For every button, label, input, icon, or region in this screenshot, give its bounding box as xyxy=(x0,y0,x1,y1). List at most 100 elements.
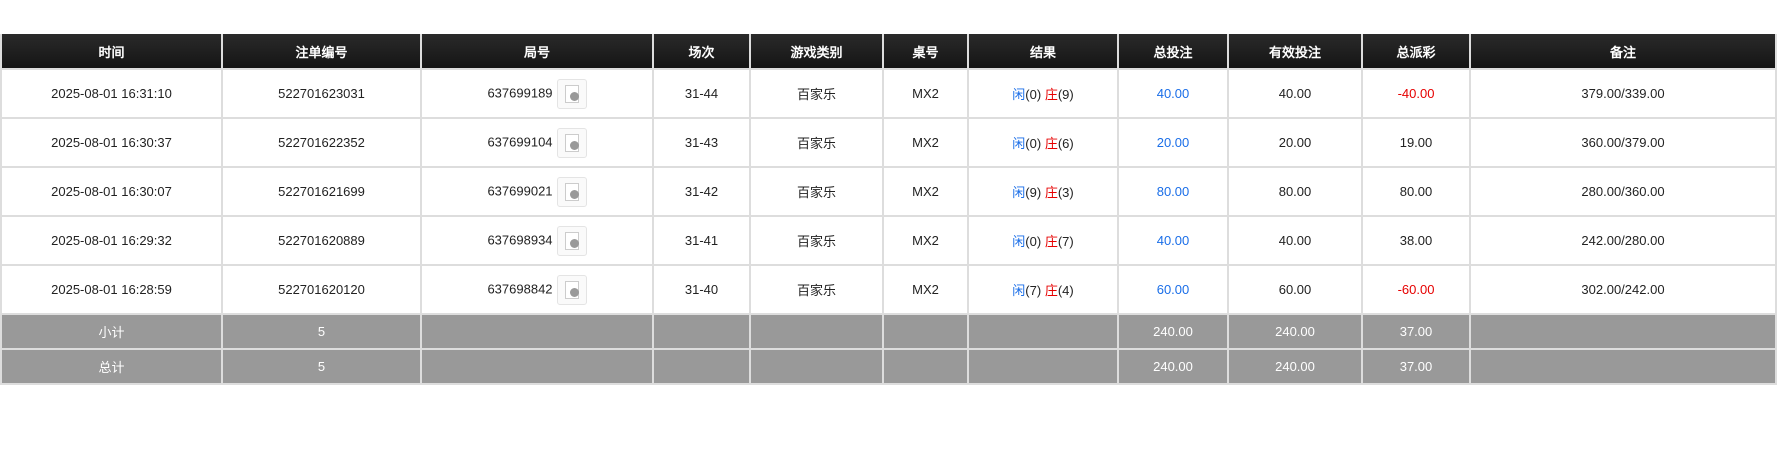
cell-result: 闲(0) 庄(6) xyxy=(967,117,1119,168)
cell-session: 31-40 xyxy=(652,264,751,315)
banker-points: (3) xyxy=(1057,185,1074,200)
summary-label: 总计 xyxy=(0,348,223,385)
column-header-session: 场次 xyxy=(652,34,751,70)
cell-table-no: MX2 xyxy=(882,215,969,266)
summary-payout: 37.00 xyxy=(1361,348,1471,385)
cell-total-bet: 40.00 xyxy=(1117,215,1229,266)
cell-game-type: 百家乐 xyxy=(749,166,884,217)
player-points: (0) xyxy=(1025,136,1042,151)
player-label: 闲 xyxy=(1012,87,1026,102)
cell-game-type: 百家乐 xyxy=(749,117,884,168)
player-points: (7) xyxy=(1025,283,1042,298)
cell-payout: -40.00 xyxy=(1361,68,1471,119)
cell-total-bet: 60.00 xyxy=(1117,264,1229,315)
summary-payout: 37.00 xyxy=(1361,313,1471,350)
video-file-icon[interactable] xyxy=(556,78,587,109)
cell-bet-id: 522701620120 xyxy=(221,264,422,315)
round-number: 637699189 xyxy=(487,84,553,100)
summary-valid-bet: 240.00 xyxy=(1227,348,1363,385)
table-row: 2025-08-01 16:31:10 522701623031 6376991… xyxy=(0,68,1777,119)
player-points: (0) xyxy=(1025,234,1042,249)
cell-payout: 38.00 xyxy=(1361,215,1471,266)
cell-valid-bet: 40.00 xyxy=(1227,215,1363,266)
summary-count: 5 xyxy=(221,313,422,350)
cell-note: 302.00/242.00 xyxy=(1469,264,1777,315)
cell-game-type: 百家乐 xyxy=(749,215,884,266)
cell-round: 637698934 xyxy=(420,215,654,266)
cell-payout: -60.00 xyxy=(1361,264,1471,315)
summary-total-bet: 240.00 xyxy=(1117,348,1229,385)
cell-bet-id: 522701621699 xyxy=(221,166,422,217)
column-header-result: 结果 xyxy=(967,34,1119,70)
banker-label: 庄 xyxy=(1044,185,1058,200)
cell-table-no: MX2 xyxy=(882,117,969,168)
cell-valid-bet: 40.00 xyxy=(1227,68,1363,119)
cell-bet-id: 522701620889 xyxy=(221,215,422,266)
header-row: 时间 注单编号 局号 场次 游戏类别 桌号 结果 总投注 有效投注 总派彩 备注 xyxy=(0,34,1777,70)
cell-table-no: MX2 xyxy=(882,264,969,315)
banker-points: (4) xyxy=(1057,283,1074,298)
banker-points: (9) xyxy=(1057,87,1074,102)
table-row: 2025-08-01 16:30:07 522701621699 6376990… xyxy=(0,166,1777,217)
summary-valid-bet: 240.00 xyxy=(1227,313,1363,350)
cell-result: 闲(0) 庄(7) xyxy=(967,215,1119,266)
cell-total-bet: 80.00 xyxy=(1117,166,1229,217)
cell-round: 637699104 xyxy=(420,117,654,168)
round-number: 637699021 xyxy=(487,182,553,198)
banker-points: (7) xyxy=(1057,234,1074,249)
cell-valid-bet: 60.00 xyxy=(1227,264,1363,315)
cell-total-bet: 20.00 xyxy=(1117,117,1229,168)
column-header-time: 时间 xyxy=(0,34,223,70)
banker-label: 庄 xyxy=(1044,234,1058,249)
column-header-payout: 总派彩 xyxy=(1361,34,1471,70)
summary-count: 5 xyxy=(221,348,422,385)
cell-game-type: 百家乐 xyxy=(749,68,884,119)
video-file-icon[interactable] xyxy=(556,176,587,207)
cell-session: 31-44 xyxy=(652,68,751,119)
video-file-icon[interactable] xyxy=(556,274,587,305)
cell-total-bet: 40.00 xyxy=(1117,68,1229,119)
cell-game-type: 百家乐 xyxy=(749,264,884,315)
player-points: (0) xyxy=(1025,87,1042,102)
column-header-note: 备注 xyxy=(1469,34,1777,70)
summary-label: 小计 xyxy=(0,313,223,350)
player-label: 闲 xyxy=(1012,136,1026,151)
cell-round: 637698842 xyxy=(420,264,654,315)
cell-table-no: MX2 xyxy=(882,166,969,217)
cell-time: 2025-08-01 16:30:07 xyxy=(0,166,223,217)
summary-total-bet: 240.00 xyxy=(1117,313,1229,350)
cell-note: 280.00/360.00 xyxy=(1469,166,1777,217)
column-header-table-no: 桌号 xyxy=(882,34,969,70)
table-row: 2025-08-01 16:28:59 522701620120 6376988… xyxy=(0,264,1777,315)
cell-valid-bet: 80.00 xyxy=(1227,166,1363,217)
round-number: 637698842 xyxy=(487,280,553,296)
cell-round: 637699189 xyxy=(420,68,654,119)
cell-note: 360.00/379.00 xyxy=(1469,117,1777,168)
banker-label: 庄 xyxy=(1044,136,1058,151)
cell-time: 2025-08-01 16:31:10 xyxy=(0,68,223,119)
cell-round: 637699021 xyxy=(420,166,654,217)
cell-valid-bet: 20.00 xyxy=(1227,117,1363,168)
cell-note: 242.00/280.00 xyxy=(1469,215,1777,266)
cell-result: 闲(7) 庄(4) xyxy=(967,264,1119,315)
player-label: 闲 xyxy=(1012,185,1026,200)
column-header-total-bet: 总投注 xyxy=(1117,34,1229,70)
cell-time: 2025-08-01 16:30:37 xyxy=(0,117,223,168)
banker-label: 庄 xyxy=(1044,283,1058,298)
cell-result: 闲(0) 庄(9) xyxy=(967,68,1119,119)
cell-time: 2025-08-01 16:28:59 xyxy=(0,264,223,315)
cell-bet-id: 522701623031 xyxy=(221,68,422,119)
video-file-icon[interactable] xyxy=(556,127,587,158)
cell-session: 31-41 xyxy=(652,215,751,266)
table-row: 2025-08-01 16:29:32 522701620889 6376989… xyxy=(0,215,1777,266)
column-header-valid-bet: 有效投注 xyxy=(1227,34,1363,70)
video-file-icon[interactable] xyxy=(556,225,587,256)
banker-points: (6) xyxy=(1057,136,1074,151)
cell-payout: 19.00 xyxy=(1361,117,1471,168)
player-points: (9) xyxy=(1025,185,1042,200)
round-number: 637698934 xyxy=(487,231,553,247)
cell-note: 379.00/339.00 xyxy=(1469,68,1777,119)
cell-session: 31-42 xyxy=(652,166,751,217)
column-header-round: 局号 xyxy=(420,34,654,70)
column-header-bet-id: 注单编号 xyxy=(221,34,422,70)
